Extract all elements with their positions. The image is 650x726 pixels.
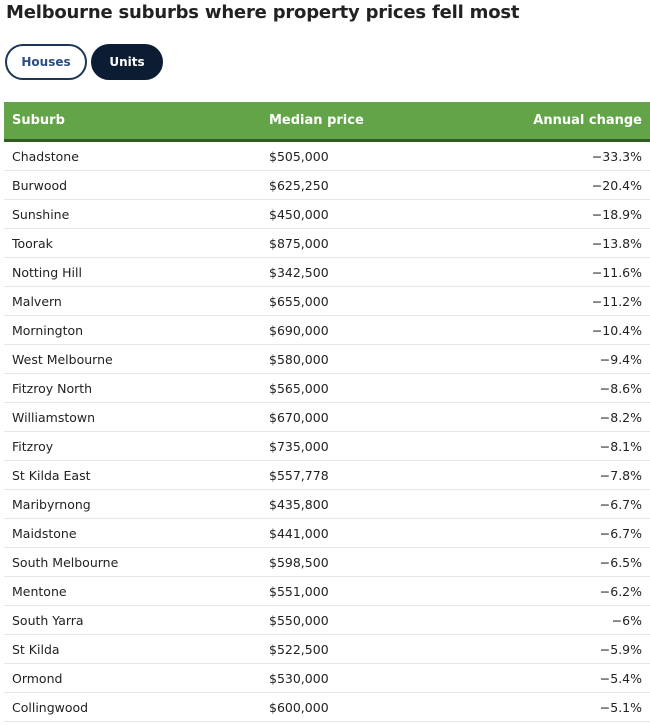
table-row: Maidstone $441,000 −6.7% [4,519,650,548]
table-row: Mornington $690,000 −10.4% [4,316,650,345]
suburb-cell: South Yarra [12,612,84,628]
annual-change-cell: −8.6% [599,380,642,396]
suburb-cell: Mentone [12,583,67,599]
suburb-cell: Maidstone [12,525,77,541]
table-row: Collingwood $600,000 −5.1% [4,693,650,722]
table-row: Sunshine $450,000 −18.9% [4,200,650,229]
suburb-cell: Notting Hill [12,264,82,280]
annual-change-cell: −5.1% [599,699,642,715]
suburb-cell: Fitzroy [12,438,54,454]
median-price-cell: $450,000 [269,206,329,222]
tab-units[interactable]: Units [91,44,163,80]
annual-change-cell: −5.4% [599,670,642,686]
median-price-cell: $598,500 [269,554,329,570]
suburb-cell: Sunshine [12,206,70,222]
annual-change-cell: −6.5% [599,554,642,570]
table-row: Ormond $530,000 −5.4% [4,664,650,693]
table-row: Notting Hill $342,500 −11.6% [4,258,650,287]
header-suburb: Suburb [12,113,65,128]
suburb-cell: Ormond [12,670,63,686]
median-price-cell: $441,000 [269,525,329,541]
suburb-cell: Mornington [12,322,84,338]
median-price-cell: $505,000 [269,148,329,164]
suburb-cell: Williamstown [12,409,96,425]
median-price-cell: $435,800 [269,496,329,512]
median-price-cell: $625,250 [269,177,329,193]
table-row: South Melbourne $598,500 −6.5% [4,548,650,577]
table-row: Williamstown $670,000 −8.2% [4,403,650,432]
tab-bar: Houses Units [5,44,163,80]
annual-change-cell: −8.2% [599,409,642,425]
annual-change-cell: −11.2% [591,293,642,309]
table-header: Suburb Median price Annual change [4,102,650,142]
annual-change-cell: −18.9% [591,206,642,222]
annual-change-cell: −6% [611,612,642,628]
annual-change-cell: −13.8% [591,235,642,251]
table-row: St Kilda $522,500 −5.9% [4,635,650,664]
suburb-cell: Malvern [12,293,62,309]
suburb-cell: Maribyrnong [12,496,91,512]
median-price-cell: $551,000 [269,583,329,599]
suburb-cell: Burwood [12,177,68,193]
median-price-cell: $565,000 [269,380,329,396]
suburb-cell: West Melbourne [12,351,113,367]
table-row: South Yarra $550,000 −6% [4,606,650,635]
annual-change-cell: −8.1% [599,438,642,454]
median-price-cell: $522,500 [269,641,329,657]
median-price-cell: $557,778 [269,467,329,483]
annual-change-cell: −7.8% [599,467,642,483]
annual-change-cell: −6.7% [599,496,642,512]
suburb-cell: Chadstone [12,148,79,164]
table-body: Chadstone $505,000 −33.3% Burwood $625,250 −2… [4,142,650,722]
median-price-cell: $580,000 [269,351,329,367]
table-row: Chadstone $505,000 −33.3% [4,142,650,171]
annual-change-cell: −11.6% [591,264,642,280]
median-price-cell: $342,500 [269,264,329,280]
header-annual-change: Annual change [533,113,642,128]
median-price-cell: $670,000 [269,409,329,425]
annual-change-cell: −5.9% [599,641,642,657]
suburb-cell: St Kilda [12,641,60,657]
annual-change-cell: −33.3% [591,148,642,164]
annual-change-cell: −10.4% [591,322,642,338]
suburb-cell: Collingwood [12,699,89,715]
median-price-cell: $690,000 [269,322,329,338]
table-row: West Melbourne $580,000 −9.4% [4,345,650,374]
median-price-cell: $875,000 [269,235,329,251]
suburb-cell: South Melbourne [12,554,119,570]
suburb-cell: Fitzroy North [12,380,93,396]
median-price-cell: $530,000 [269,670,329,686]
table-row: Malvern $655,000 −11.2% [4,287,650,316]
annual-change-cell: −6.7% [599,525,642,541]
annual-change-cell: −20.4% [591,177,642,193]
suburb-cell: St Kilda East [12,467,91,483]
annual-change-cell: −9.4% [599,351,642,367]
median-price-cell: $655,000 [269,293,329,309]
table-row: Burwood $625,250 −20.4% [4,171,650,200]
table-row: Fitzroy North $565,000 −8.6% [4,374,650,403]
annual-change-cell: −6.2% [599,583,642,599]
tab-houses[interactable]: Houses [5,44,87,80]
suburb-cell: Toorak [12,235,53,251]
table-row: Fitzroy $735,000 −8.1% [4,432,650,461]
table-row: Mentone $551,000 −6.2% [4,577,650,606]
table-row: Maribyrnong $435,800 −6.7% [4,490,650,519]
median-price-cell: $550,000 [269,612,329,628]
table-row: Toorak $875,000 −13.8% [4,229,650,258]
price-table: Suburb Median price Annual change Chadst… [4,102,650,722]
table-row: St Kilda East $557,778 −7.8% [4,461,650,490]
header-median-price: Median price [269,113,364,128]
page-title: Melbourne suburbs where property prices … [6,2,520,23]
median-price-cell: $735,000 [269,438,329,454]
median-price-cell: $600,000 [269,699,329,715]
